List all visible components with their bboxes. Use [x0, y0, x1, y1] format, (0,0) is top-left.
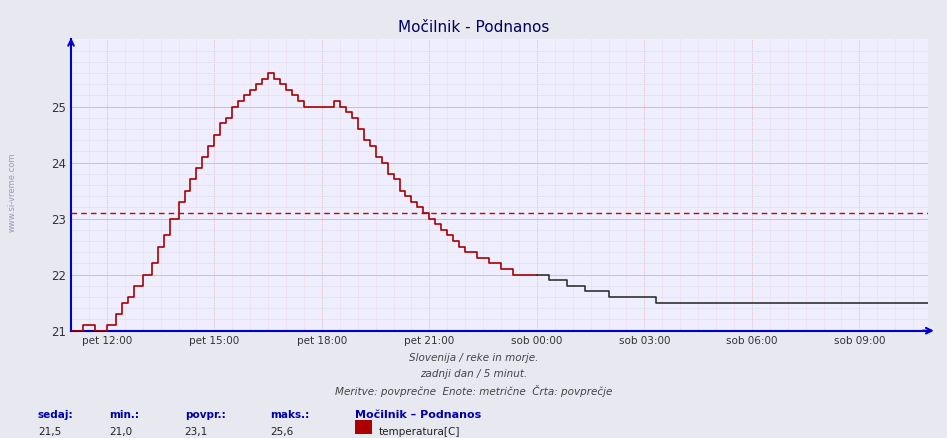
- Text: 25,6: 25,6: [270, 427, 294, 437]
- Text: temperatura[C]: temperatura[C]: [379, 427, 460, 437]
- Text: 21,0: 21,0: [109, 427, 132, 437]
- Text: povpr.:: povpr.:: [185, 410, 225, 420]
- Text: zadnji dan / 5 minut.: zadnji dan / 5 minut.: [420, 369, 527, 379]
- Text: Močilnik – Podnanos: Močilnik – Podnanos: [355, 410, 481, 420]
- Text: www.si-vreme.com: www.si-vreme.com: [8, 153, 17, 233]
- Text: sedaj:: sedaj:: [38, 410, 74, 420]
- Text: maks.:: maks.:: [270, 410, 309, 420]
- Text: Močilnik - Podnanos: Močilnik - Podnanos: [398, 20, 549, 35]
- Text: min.:: min.:: [109, 410, 139, 420]
- Text: 23,1: 23,1: [185, 427, 208, 437]
- Text: 21,5: 21,5: [38, 427, 62, 437]
- Text: Meritve: povprečne  Enote: metrične  Črta: povprečje: Meritve: povprečne Enote: metrične Črta:…: [335, 385, 612, 397]
- Text: Slovenija / reke in morje.: Slovenija / reke in morje.: [409, 353, 538, 363]
